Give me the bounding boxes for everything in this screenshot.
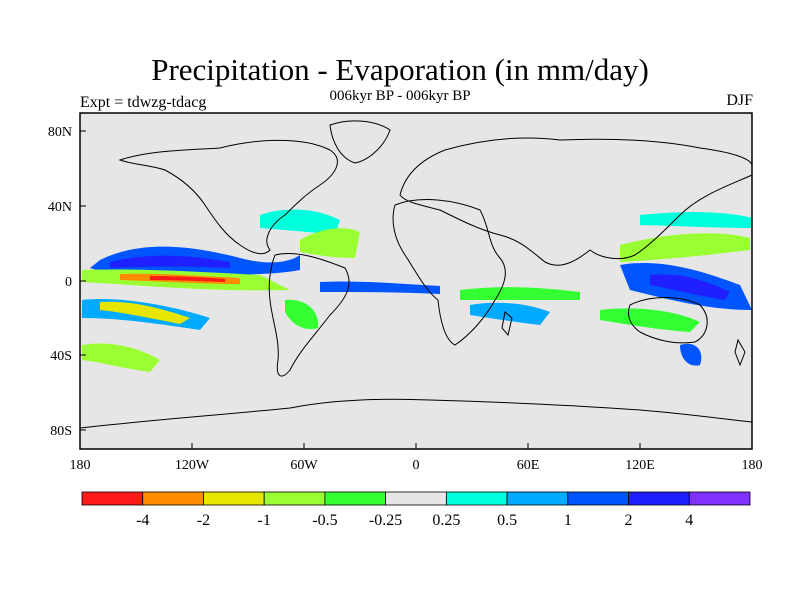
patch-indian-ocean xyxy=(460,287,580,300)
patch-pacific-south-dry xyxy=(100,301,190,324)
colorbar-label: 4 xyxy=(685,512,693,529)
colorbar xyxy=(81,491,751,506)
colorbar-swatch xyxy=(203,491,265,506)
patch-pacific-north-cyan xyxy=(260,209,340,235)
longitude-label: 180 xyxy=(70,458,91,473)
colorbar-swatch xyxy=(81,491,144,506)
longitude-label: 0 xyxy=(413,458,420,473)
longitude-label: 120E xyxy=(625,458,655,473)
anomaly-patches xyxy=(82,209,752,372)
colorbar-swatch xyxy=(628,491,690,506)
colorbar-label: 2 xyxy=(625,512,633,529)
latitude-labels: 80N 40N 0 40S 80S xyxy=(48,125,72,439)
patch-north-pacific-cyan xyxy=(640,212,752,228)
latitude-label: 0 xyxy=(65,275,72,290)
patch-pacific-north-core xyxy=(110,255,230,268)
latitude-label: 80S xyxy=(50,424,72,439)
coast-antarctica xyxy=(79,398,753,429)
coast-africa xyxy=(392,199,506,346)
colorbar-label: -2 xyxy=(197,512,210,529)
colorbar-label: 0.5 xyxy=(497,512,517,529)
tick-marks xyxy=(79,130,753,449)
colorbar-label: -0.5 xyxy=(312,512,337,529)
patch-pacific-equator-dry-core xyxy=(150,276,225,282)
experiment-label: Expt = tdwzg-tdacg xyxy=(80,94,207,111)
latitude-label: 40N xyxy=(48,200,72,215)
longitude-label: 60W xyxy=(290,458,318,473)
colorbar-swatch xyxy=(567,491,629,506)
colorbar-labels: -4 -2 -1 -0.5 -0.25 0.25 0.5 1 2 4 xyxy=(136,512,693,529)
colorbar-swatch xyxy=(142,491,204,506)
longitude-labels: 180 120W 60W 0 60E 120E 180 xyxy=(70,458,763,473)
colorbar-label: 0.25 xyxy=(432,512,460,529)
patch-south-america xyxy=(285,299,319,330)
coast-north-america xyxy=(118,139,338,255)
coast-new-zealand xyxy=(734,338,746,367)
longitude-label: 120W xyxy=(175,458,210,473)
colorbar-label: -1 xyxy=(258,512,271,529)
colorbar-swatch xyxy=(506,491,569,506)
coast-australia xyxy=(627,297,708,344)
latitude-label: 40S xyxy=(50,349,72,364)
colorbar-swatch xyxy=(263,491,326,506)
coast-madagascar xyxy=(501,311,513,337)
colorbar-swatch xyxy=(385,491,447,506)
colorbar-swatch xyxy=(324,491,387,506)
coast-eurasia xyxy=(399,137,753,266)
coastlines xyxy=(79,120,753,429)
patch-australia-south xyxy=(600,308,700,332)
colorbar-swatch xyxy=(445,491,508,506)
longitude-label: 60E xyxy=(517,458,540,473)
season-label: DJF xyxy=(726,92,753,109)
colorbar-swatch xyxy=(688,491,751,506)
plot-title: Precipitation - Evaporation (in mm/day) xyxy=(151,52,649,87)
patch-south-atlantic xyxy=(82,343,160,372)
colorbar-label: -0.25 xyxy=(369,512,402,529)
plot-subtitle: 006kyr BP - 006kyr BP xyxy=(329,88,471,104)
map-panel: 80N 40N 0 40S 80S 180 120W 60W 0 60E 120E 180 xyxy=(48,112,763,473)
latitude-label: 80N xyxy=(48,125,72,140)
coast-greenland xyxy=(329,120,391,164)
patch-southwest-pacific xyxy=(680,343,702,366)
colorbar-label: 1 xyxy=(564,512,572,529)
patch-atlantic-equator xyxy=(320,281,440,294)
coast-south-america xyxy=(268,252,350,377)
patch-atlantic-north xyxy=(300,228,360,258)
colorbar-label: -4 xyxy=(136,512,149,529)
patch-maritime-core xyxy=(650,274,730,300)
longitude-label: 180 xyxy=(742,458,763,473)
